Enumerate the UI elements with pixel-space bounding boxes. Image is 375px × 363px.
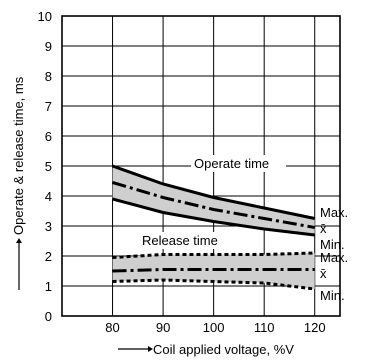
y-tick-label-9: 9 (45, 39, 52, 54)
y-tick-label-3: 3 (45, 219, 52, 234)
x-tick-label-120: 120 (304, 320, 326, 335)
y-tick-label-4: 4 (45, 189, 52, 204)
operate-mean-label: x̄ (320, 221, 327, 236)
band-min-line-0 (112, 197, 315, 237)
bands (112, 155, 316, 291)
y-tick-label-2: 2 (45, 249, 52, 264)
operate-time-label: Operate time (194, 156, 269, 171)
y-tick-label-8: 8 (45, 69, 52, 84)
y-tick-label-7: 7 (45, 99, 52, 114)
band-max-line-0 (112, 164, 316, 220)
operate-max-label: Max. (320, 205, 348, 220)
y-tick-label-0: 0 (45, 309, 52, 324)
release-min-label: Min. (320, 288, 345, 303)
band-mean-line-1 (112, 268, 315, 273)
y-tick-label-10: 10 (38, 9, 52, 24)
release-label-bg (139, 232, 238, 249)
band-mean-line-0 (112, 181, 315, 229)
release-mean-label: x̄ (320, 266, 327, 281)
release-time-label: Release time (142, 233, 218, 248)
y-tick-label-1: 1 (45, 279, 52, 294)
tick-labels: 0 1 2 3 4 5 6 7 8 9 10 80 90 100 110 120 (38, 9, 326, 335)
axis-arrows (16, 238, 153, 352)
release-max-label: Max. (320, 250, 348, 265)
y-tick-label-5: 5 (45, 159, 52, 174)
operate-min-label: Min. (320, 237, 345, 252)
x-tick-label-80: 80 (105, 320, 119, 335)
x-tick-label-110: 110 (254, 320, 275, 335)
labels: Operate time Release time Max. x̄ Min. M… (11, 76, 348, 357)
band-max-line-1 (112, 251, 315, 259)
x-axis-arrowhead (148, 346, 153, 352)
y-tick-label-6: 6 (45, 129, 52, 144)
x-axis-title: Coil applied voltage, %V (153, 342, 294, 357)
band-min-line-1 (112, 278, 315, 291)
plot-border (61, 15, 341, 317)
plot-frame (61, 15, 341, 317)
y-axis-title: Operate & release time, ms (11, 76, 26, 235)
y-axis-arrowhead (16, 238, 22, 243)
x-tick-label-100: 100 (203, 320, 225, 335)
operate-label-bg (191, 155, 286, 172)
x-tick-label-90: 90 (156, 320, 170, 335)
